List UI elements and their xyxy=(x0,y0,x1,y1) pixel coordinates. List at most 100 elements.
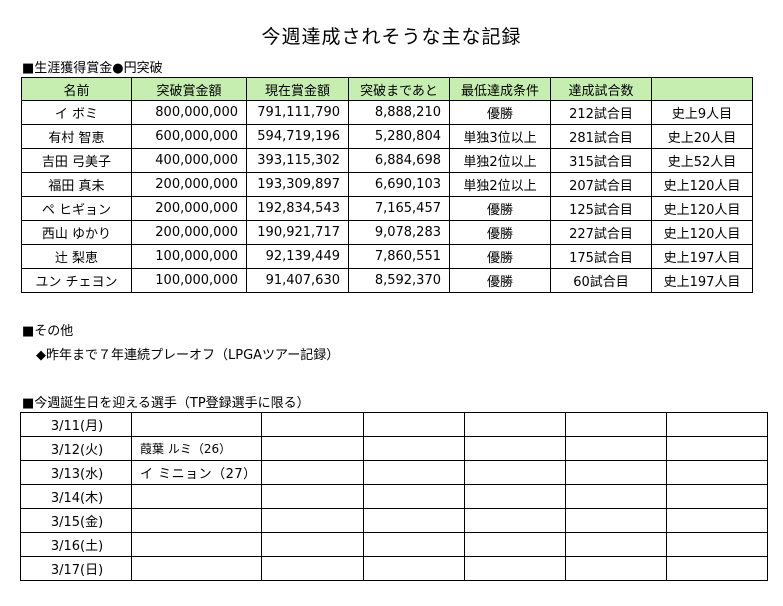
table-row: 西山 ゆかり 200,000,000 190,921,717 9,078,283 優勝 2… xyxy=(21,220,753,245)
table-cell: 史上120人目 xyxy=(651,172,753,197)
table-cell: 212試合目 xyxy=(550,100,652,125)
table-cell: 393,115,302 xyxy=(246,148,349,173)
table-cell: 192,834,543 xyxy=(246,196,349,221)
table-cell: 福田 真未 xyxy=(21,172,132,197)
birthday-player-name xyxy=(131,532,262,557)
empty-cell xyxy=(665,436,768,461)
birthday-date: 3/11(月) xyxy=(20,412,132,437)
table-cell: 594,719,196 xyxy=(246,124,349,149)
table-cell: 91,407,630 xyxy=(246,268,349,293)
empty-cell xyxy=(463,460,566,485)
birthday-date: 3/12(火) xyxy=(20,436,132,461)
table-cell: 史上197人目 xyxy=(651,268,753,293)
birthday-date: 3/14(木) xyxy=(20,484,132,509)
birthday-row: 3/17(日) xyxy=(20,556,768,581)
empty-cell xyxy=(564,532,667,557)
table-cell: 9,078,283 xyxy=(348,220,450,245)
empty-cell xyxy=(665,508,768,533)
table-row: 有村 智恵 600,000,000 594,719,196 5,280,804 単独3位… xyxy=(21,124,753,149)
table-header-row: 名前 突破賞金額 現在賞金額 突破まであと 最低達成条件 達成試合数 xyxy=(21,77,753,101)
table-cell: 100,000,000 xyxy=(131,268,247,293)
table-cell: 優勝 xyxy=(449,268,551,293)
birthday-date: 3/17(日) xyxy=(20,556,132,581)
birthday-player-name xyxy=(131,508,262,533)
empty-cell xyxy=(463,556,566,581)
empty-cell xyxy=(463,412,566,437)
birthday-row: 3/16(土) xyxy=(20,532,768,557)
table-cell: 7,860,551 xyxy=(348,244,450,269)
empty-cell xyxy=(564,508,667,533)
table-cell: 6,884,698 xyxy=(348,148,450,173)
table-row: ペ ヒギョン 200,000,000 192,834,543 7,165,457 優勝 1… xyxy=(21,196,753,221)
column-header: 突破賞金額 xyxy=(131,77,247,101)
birthday-row: 3/12(火) 葭葉 ルミ（26） xyxy=(20,436,768,461)
table-cell: 史上20人目 xyxy=(651,124,753,149)
birthday-player-name xyxy=(131,412,262,437)
table-row: イ ボミ 800,000,000 791,111,790 8,888,210 優勝 212… xyxy=(21,100,753,125)
empty-cell xyxy=(362,460,465,485)
section-heading-birthday: ■今週誕生日を迎える選手（TP登録選手に限る） xyxy=(22,396,310,411)
table-cell: 315試合目 xyxy=(550,148,652,173)
empty-cell xyxy=(665,556,768,581)
table-cell: 5,280,804 xyxy=(348,124,450,149)
empty-cell xyxy=(260,412,364,437)
birthday-player-name: 葭葉 ルミ（26） xyxy=(131,436,262,461)
table-cell: 7,165,457 xyxy=(348,196,450,221)
table-cell: 史上52人目 xyxy=(651,148,753,173)
table-cell: 優勝 xyxy=(449,220,551,245)
table-cell: 有村 智恵 xyxy=(21,124,132,149)
empty-cell xyxy=(362,436,465,461)
table-row: ユン チェヨン 100,000,000 91,407,630 8,592,370 優勝 6… xyxy=(21,268,753,293)
table-cell: 西山 ゆかり xyxy=(21,220,132,245)
table-cell: 125試合目 xyxy=(550,196,652,221)
table-cell: 200,000,000 xyxy=(131,196,247,221)
empty-cell xyxy=(260,556,364,581)
empty-cell xyxy=(665,412,768,437)
table-cell: 200,000,000 xyxy=(131,172,247,197)
empty-cell xyxy=(362,508,465,533)
table-cell: 200,000,000 xyxy=(131,220,247,245)
table-cell: 優勝 xyxy=(449,196,551,221)
table-cell: 優勝 xyxy=(449,244,551,269)
empty-cell xyxy=(564,556,667,581)
table-cell: 207試合目 xyxy=(550,172,652,197)
column-header: 達成試合数 xyxy=(550,77,652,101)
empty-cell xyxy=(260,460,364,485)
empty-cell xyxy=(564,460,667,485)
birthday-row: 3/14(木) xyxy=(20,484,768,509)
empty-cell xyxy=(665,532,768,557)
table-cell: 史上9人目 xyxy=(651,100,753,125)
section-heading-other: ■その他 xyxy=(22,324,74,339)
table-cell: 単独3位以上 xyxy=(449,124,551,149)
birthday-date: 3/13(水) xyxy=(20,460,132,485)
table-cell: 791,111,790 xyxy=(246,100,349,125)
column-header: 最低達成条件 xyxy=(449,77,551,101)
table-cell: 単独2位以上 xyxy=(449,148,551,173)
table-cell: 600,000,000 xyxy=(131,124,247,149)
table-cell: ユン チェヨン xyxy=(21,268,132,293)
empty-cell xyxy=(362,532,465,557)
table-row: 辻 梨恵 100,000,000 92,139,449 7,860,551 優勝 175試… xyxy=(21,244,753,269)
empty-cell xyxy=(260,436,364,461)
table-row: 福田 真未 200,000,000 193,309,897 6,690,103 単独2位… xyxy=(21,172,753,197)
empty-cell xyxy=(463,436,566,461)
empty-cell xyxy=(362,484,465,509)
table-cell: 190,921,717 xyxy=(246,220,349,245)
empty-cell xyxy=(665,460,768,485)
birthday-date: 3/15(金) xyxy=(20,508,132,533)
table-cell: 92,139,449 xyxy=(246,244,349,269)
table-cell: 優勝 xyxy=(449,100,551,125)
empty-cell xyxy=(463,484,566,509)
section-heading-prize: ■生涯獲得賞金●円突破 xyxy=(22,61,163,76)
table-cell: ペ ヒギョン xyxy=(21,196,132,221)
table-cell: 6,690,103 xyxy=(348,172,450,197)
table-cell: 60試合目 xyxy=(550,268,652,293)
table-cell: 193,309,897 xyxy=(246,172,349,197)
birthday-player-name xyxy=(131,484,262,509)
empty-cell xyxy=(564,484,667,509)
table-row: 吉田 弓美子 400,000,000 393,115,302 6,884,698 単独2… xyxy=(21,148,753,173)
empty-cell xyxy=(362,412,465,437)
column-header: 突破まであと xyxy=(348,77,450,101)
birthday-player-name xyxy=(131,556,262,581)
table-cell: 単独2位以上 xyxy=(449,172,551,197)
